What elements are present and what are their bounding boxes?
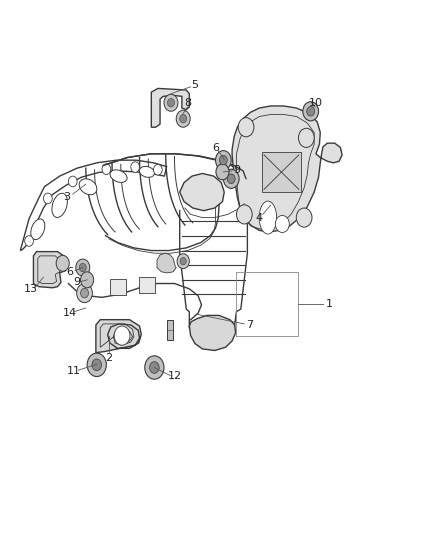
Circle shape: [81, 272, 94, 288]
Polygon shape: [33, 252, 67, 288]
Circle shape: [307, 107, 314, 116]
Circle shape: [298, 128, 314, 148]
Circle shape: [43, 193, 52, 204]
Bar: [139, 277, 155, 293]
Circle shape: [76, 259, 90, 276]
Text: 9: 9: [74, 278, 81, 287]
Circle shape: [238, 118, 254, 137]
Circle shape: [68, 176, 77, 187]
Circle shape: [215, 151, 231, 169]
Bar: [110, 279, 126, 295]
Circle shape: [296, 208, 312, 227]
Bar: [262, 152, 301, 192]
Circle shape: [167, 99, 174, 107]
Circle shape: [180, 115, 187, 123]
Circle shape: [81, 288, 88, 298]
Text: 7: 7: [246, 320, 253, 330]
Polygon shape: [189, 316, 236, 351]
Circle shape: [145, 356, 164, 379]
Text: 13: 13: [23, 284, 37, 294]
Polygon shape: [151, 88, 189, 127]
Polygon shape: [180, 173, 224, 211]
Circle shape: [92, 359, 102, 370]
Circle shape: [176, 110, 190, 127]
Circle shape: [237, 205, 252, 224]
Circle shape: [276, 215, 289, 232]
Circle shape: [79, 263, 86, 272]
Circle shape: [56, 255, 69, 271]
Text: 10: 10: [309, 98, 323, 108]
Text: 6: 6: [66, 267, 73, 277]
Text: 3: 3: [64, 192, 71, 203]
Circle shape: [219, 156, 227, 165]
Text: 5: 5: [191, 80, 198, 90]
Ellipse shape: [259, 201, 277, 234]
Text: 9: 9: [233, 165, 240, 175]
Circle shape: [153, 165, 162, 175]
Ellipse shape: [31, 219, 45, 240]
Circle shape: [216, 164, 229, 180]
Circle shape: [180, 257, 186, 265]
Polygon shape: [232, 106, 342, 232]
Circle shape: [227, 174, 235, 183]
Circle shape: [223, 169, 239, 188]
Circle shape: [77, 284, 92, 303]
Ellipse shape: [139, 166, 155, 177]
Polygon shape: [96, 320, 141, 353]
Text: 8: 8: [184, 98, 191, 108]
Circle shape: [131, 162, 140, 172]
Polygon shape: [157, 253, 176, 273]
Text: 6: 6: [212, 143, 219, 154]
Circle shape: [177, 254, 189, 269]
Ellipse shape: [110, 170, 127, 182]
Text: 12: 12: [168, 371, 182, 381]
Bar: [167, 320, 173, 340]
Ellipse shape: [79, 179, 97, 195]
Text: 14: 14: [63, 308, 77, 318]
Circle shape: [150, 362, 159, 373]
Circle shape: [164, 94, 178, 111]
Polygon shape: [20, 160, 166, 251]
Text: 2: 2: [106, 353, 113, 363]
Circle shape: [25, 236, 33, 246]
Ellipse shape: [52, 193, 67, 217]
Text: 4: 4: [256, 213, 263, 223]
Circle shape: [303, 102, 318, 121]
Circle shape: [102, 164, 111, 174]
Circle shape: [87, 353, 106, 376]
Text: 1: 1: [325, 298, 332, 309]
Text: 11: 11: [67, 366, 81, 376]
Circle shape: [114, 326, 130, 345]
